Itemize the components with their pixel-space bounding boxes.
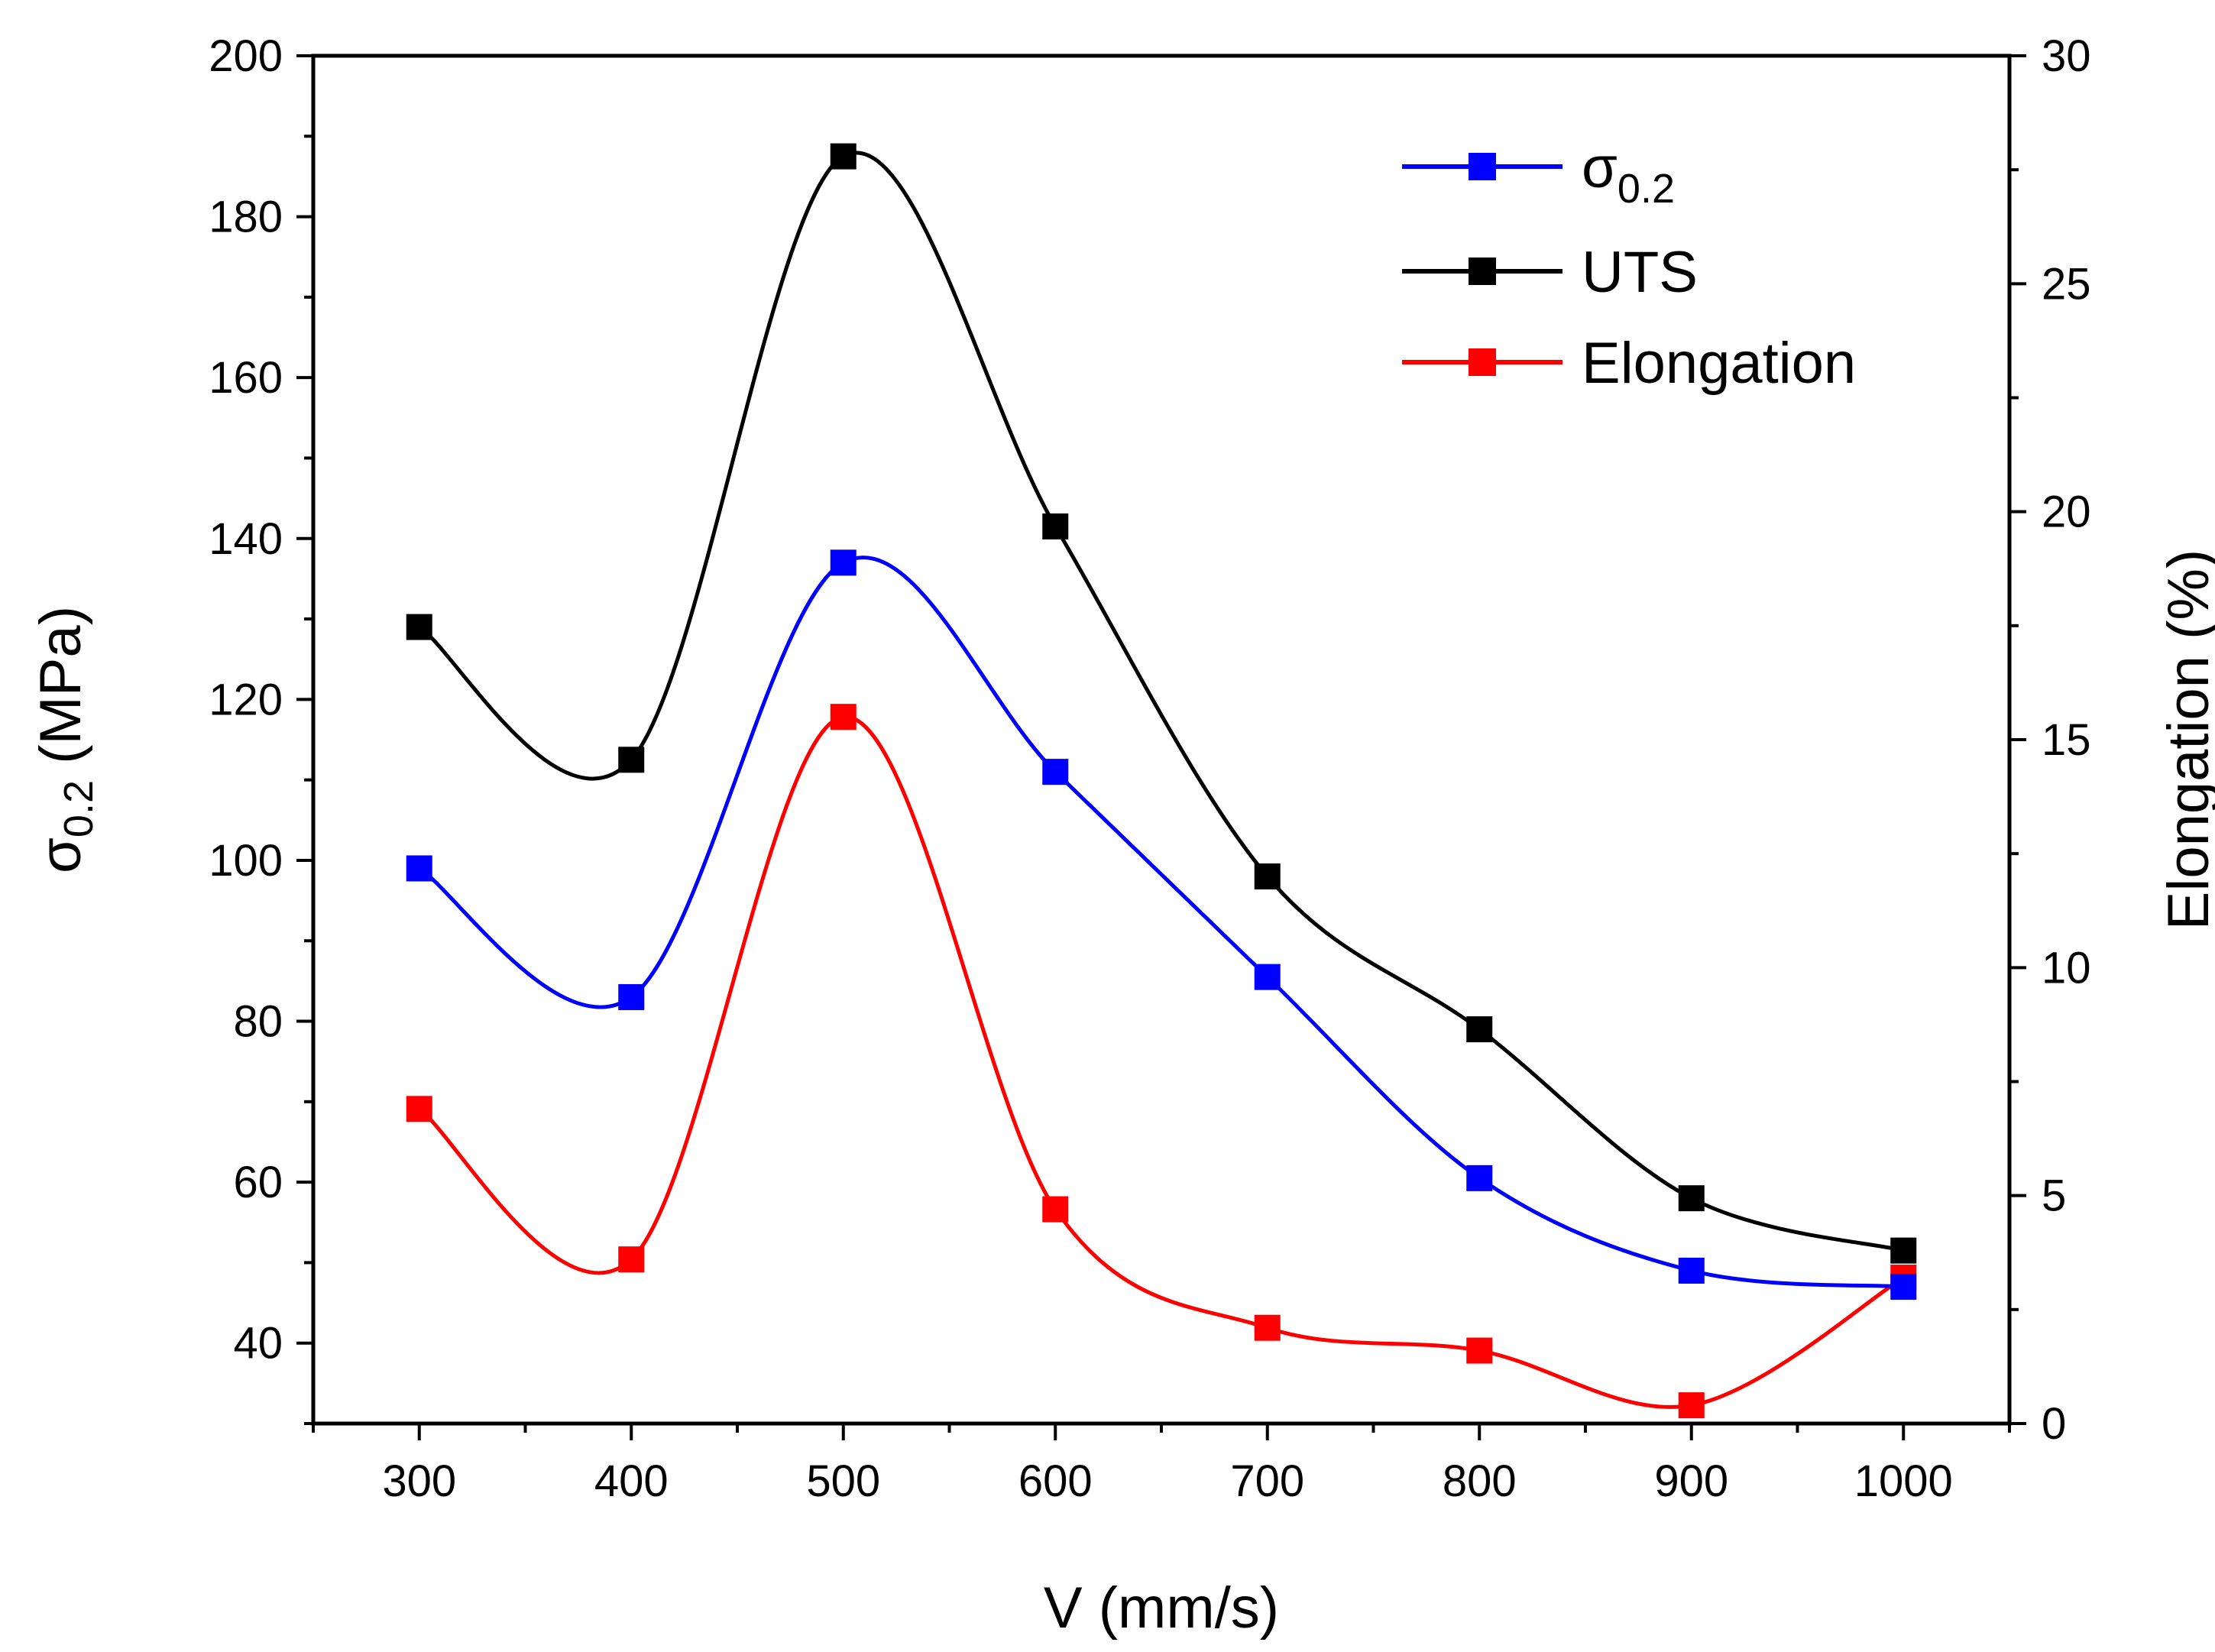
y-tick-label: 180 [209,193,283,242]
y-tick-label: 200 [209,31,283,81]
x-tick-label: 900 [1654,1456,1728,1506]
x-tick-label: 600 [1018,1456,1093,1506]
data-point-uts [1254,863,1281,889]
y-tick-label: 120 [209,675,283,724]
data-point-uts [1678,1185,1705,1212]
y-tick-label: 160 [209,353,283,403]
series-layer [406,143,1917,1419]
data-point-uts [618,747,645,773]
data-point--0-2 [1678,1257,1705,1284]
legend: σ0.2 UTS Elongation [1402,135,1856,396]
data-point-uts [1466,1016,1493,1043]
data-point-uts [406,614,432,640]
y2-tick-label: 0 [2042,1399,2066,1449]
data-point--0-2 [1042,759,1069,786]
data-point-elongation [1042,1196,1069,1223]
y2-axis-title: Elongation (%) [2156,549,2215,931]
y-tick-label: 140 [209,514,283,564]
y2-tick-label: 10 [2042,943,2091,993]
series-line--0-2 [418,556,1904,1289]
data-point--0-2 [406,855,432,882]
legend-label-sigma: σ0.2 [1582,135,1675,212]
data-point-elongation [618,1246,645,1273]
legend-item-elongation: Elongation [1402,331,1856,396]
data-point-uts [1890,1237,1917,1264]
y-tick-label: 60 [233,1158,283,1207]
x-tick-label: 500 [806,1456,880,1506]
legend-marker-sigma [1469,153,1496,180]
y2-tick-label: 30 [2042,31,2091,81]
legend-marker-uts [1469,258,1496,285]
x-tick-label: 700 [1230,1456,1304,1506]
data-point--0-2 [1466,1164,1493,1191]
x-tick-label: 1000 [1854,1456,1953,1506]
y-tick-label: 100 [209,836,283,886]
y2-tick-label: 20 [2042,488,2091,537]
data-point--0-2 [830,549,857,576]
data-point-elongation [1678,1392,1705,1419]
data-point-elongation [1254,1314,1281,1341]
data-point-elongation [1466,1337,1493,1364]
data-point-uts [830,143,857,170]
y2-tick-label: 15 [2042,715,2091,765]
data-point--0-2 [1254,964,1281,990]
data-point--0-2 [618,983,645,1010]
data-point-uts [1042,513,1069,539]
legend-item-sigma: σ0.2 [1402,135,1675,212]
y2-tick-label: 5 [2042,1171,2066,1221]
y-axis-title: σ0.2 (MPa) [28,606,102,873]
y-tick-label: 80 [233,997,283,1047]
legend-marker-elongation [1469,348,1496,376]
axes-layer: 300 400 500 600 700 800 900 1000406080100120140… [209,31,2090,1506]
data-point-elongation [406,1096,432,1122]
legend-label-uts: UTS [1582,240,1698,305]
legend-item-uts: UTS [1402,240,1698,305]
y-tick-label: 40 [233,1319,283,1369]
x-axis-title: V (mm/s) [1044,1576,1279,1641]
y2-tick-label: 25 [2042,259,2091,309]
x-tick-label: 400 [594,1456,669,1506]
series-line-elongation [418,714,1905,1409]
data-point-elongation [830,704,857,730]
data-point--0-2 [1890,1274,1917,1300]
legend-label-elongation: Elongation [1582,331,1856,396]
x-tick-label: 800 [1443,1456,1517,1506]
x-tick-label: 300 [382,1456,456,1506]
